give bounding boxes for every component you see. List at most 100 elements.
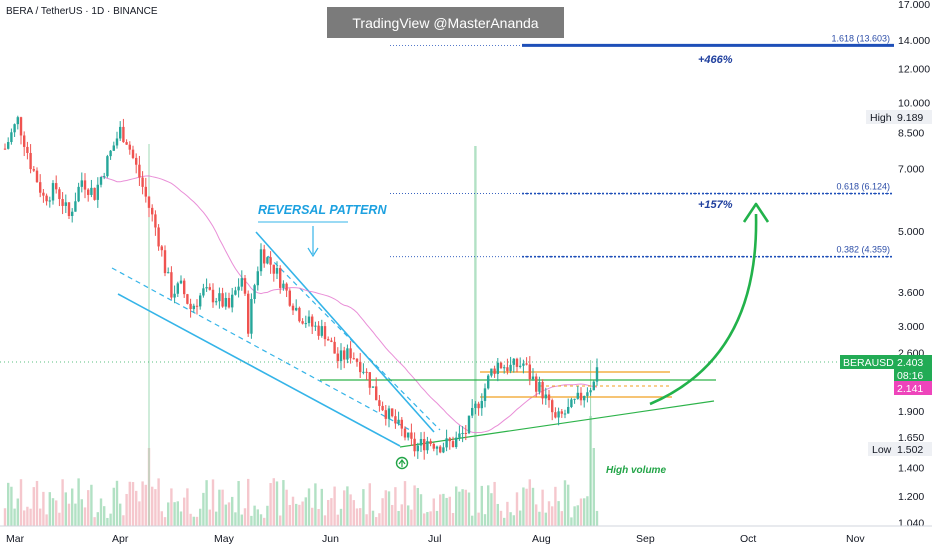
volume-bar (243, 508, 247, 526)
candle-body (205, 287, 208, 289)
volume-bar (87, 490, 90, 526)
volume-bar (275, 481, 279, 526)
volume-bar (16, 498, 19, 526)
volume-bar (279, 515, 282, 526)
volume-bar (426, 512, 429, 526)
volume-bar (391, 504, 394, 526)
candle-body (237, 286, 240, 291)
wedge-upper-line[interactable] (255, 231, 435, 433)
volume-bar (96, 512, 99, 526)
candle-body (253, 285, 256, 299)
volume-bar (103, 506, 106, 526)
candle-body (573, 398, 576, 400)
candle-body (99, 176, 103, 185)
candle-body (3, 148, 7, 150)
candle-body (195, 305, 199, 307)
moving-average-line[interactable] (100, 175, 598, 434)
candle-body (87, 189, 90, 195)
candle-body (589, 390, 592, 393)
candle-body (288, 290, 291, 306)
volume-bar (160, 511, 163, 526)
candle-body (112, 145, 115, 151)
y-tick-label: 10.000 (898, 98, 930, 110)
volume-bar (563, 480, 567, 526)
candle-body (311, 316, 314, 327)
candle-body (560, 411, 563, 414)
candle-body (183, 280, 186, 295)
candle-body (227, 297, 231, 308)
price-axis[interactable]: 17.000 14.000 12.000 10.000 8.500 7.000 5.000 3… (898, 0, 930, 530)
volume-bar (471, 515, 474, 526)
candle-body (77, 186, 80, 202)
volume-bar (314, 483, 317, 526)
volume-bar (83, 507, 87, 526)
projection-arrow[interactable] (649, 213, 758, 406)
volume-bar (208, 509, 211, 526)
volume-bar (23, 510, 26, 526)
candle-body (90, 187, 93, 195)
volume-bar (227, 502, 231, 526)
volume-bar (461, 489, 464, 526)
x-tick-label: Aug (532, 533, 551, 545)
prev-level-value: 2.141 (897, 383, 923, 395)
candle-body (304, 323, 307, 325)
volume-bar (579, 498, 583, 526)
volume-bar (384, 490, 387, 526)
candle-body (579, 392, 583, 401)
candle-body (131, 149, 135, 158)
volume-bar (323, 515, 327, 526)
volume-bar (394, 487, 397, 526)
candle-body (10, 132, 13, 143)
volume-bar (176, 501, 179, 526)
candle-body (349, 348, 352, 359)
volume-bar (3, 508, 7, 526)
candle-body (16, 117, 19, 125)
candle-body (218, 293, 221, 302)
volume-bar (186, 488, 189, 526)
volume-bar (304, 497, 307, 526)
fib-layer: 1.618 (13.603)13.6030.618 (6.124)6.1240.… (390, 33, 932, 264)
candle-body (378, 400, 381, 406)
volume-bar (346, 486, 349, 526)
candle-body (592, 381, 595, 391)
symbol-badge-bg (840, 355, 894, 369)
candle-body (352, 358, 355, 360)
volume-bar (157, 478, 160, 526)
volume-bar (109, 513, 112, 526)
volume-bar (515, 492, 519, 526)
volume-bar (445, 497, 448, 526)
wedge-lower-dashed-line[interactable] (111, 267, 411, 431)
candle-body (221, 293, 224, 307)
wedge-upper-dashed-line[interactable] (267, 255, 441, 431)
candle-body (451, 441, 455, 448)
volume-bar (250, 515, 253, 526)
wedge-lower-line[interactable] (117, 293, 401, 447)
volume-bar (301, 501, 304, 526)
candle-body (483, 388, 487, 401)
volume-bar (483, 514, 487, 526)
pct-466-label: +466% (698, 54, 733, 66)
candle-body (461, 432, 464, 434)
volume-bar (432, 498, 435, 526)
candle-body (519, 365, 522, 367)
volume-bar (288, 504, 291, 526)
rising-support-line[interactable] (399, 400, 715, 448)
volume-bar (51, 498, 55, 526)
candle-body (531, 376, 535, 380)
volume-bar (224, 504, 227, 526)
candle-body (509, 364, 512, 372)
volume-bar (189, 513, 192, 526)
volume-bar (429, 511, 432, 526)
volume-bar (263, 517, 266, 526)
time-axis[interactable]: Mar Apr May Jun Jul Aug Sep Oct Nov (6, 533, 865, 545)
candle-body (362, 371, 365, 373)
candle-body (199, 295, 202, 307)
candle-body (506, 367, 509, 372)
volume-bar (480, 485, 483, 526)
candle-body (487, 375, 490, 389)
volume-bar (368, 483, 371, 526)
volume-bar (199, 508, 202, 526)
volume-bar (237, 481, 240, 526)
low-marker-bg (868, 442, 894, 456)
